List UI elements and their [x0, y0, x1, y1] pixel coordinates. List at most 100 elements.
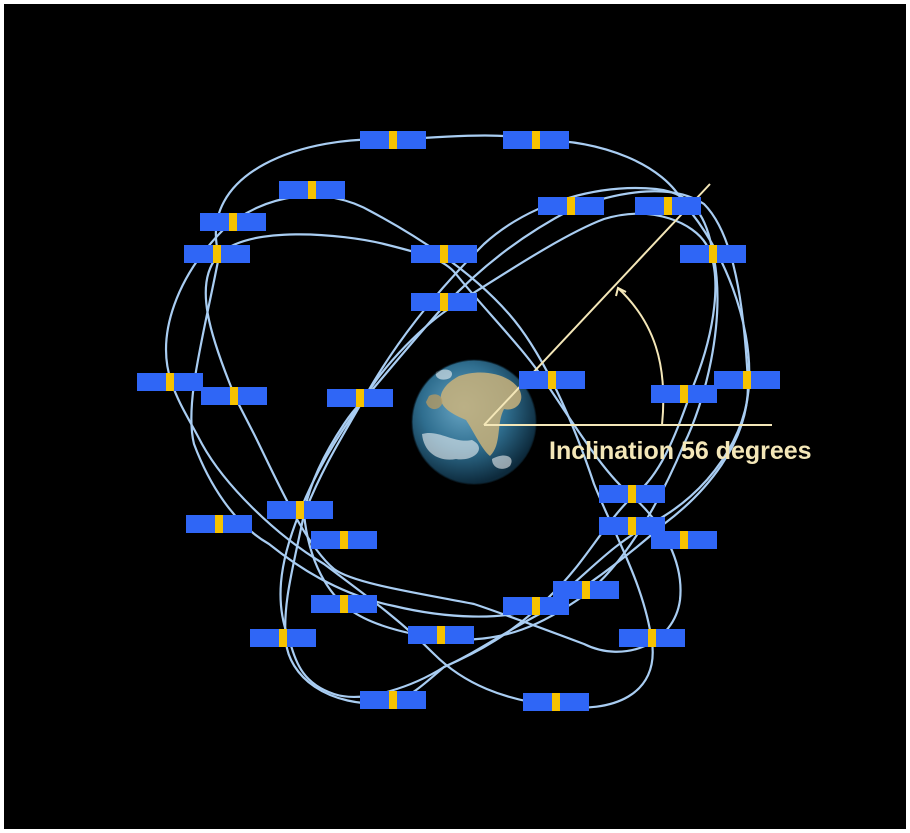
satellite-body	[296, 501, 304, 519]
satellite-solar-panel-left	[519, 371, 548, 389]
satellite-solar-panel-right	[751, 371, 780, 389]
earth-clouds	[422, 369, 512, 469]
satellite-body	[308, 181, 316, 199]
satellite-body	[215, 515, 223, 533]
constellation-diagram	[137, 131, 780, 711]
inclination-caption: Inclination 56 degrees	[549, 437, 812, 465]
satellite-solar-panel-left	[279, 181, 308, 199]
satellite-solar-panel-left	[408, 626, 437, 644]
satellite-solar-panel-left	[360, 131, 389, 149]
satellite-body	[743, 371, 751, 389]
satellite-solar-panel-left	[503, 131, 532, 149]
satellite-solar-panel-right	[575, 197, 604, 215]
satellite-solar-panel-left	[186, 515, 215, 533]
satellite-solar-panel-right	[656, 629, 685, 647]
satellite-solar-panel-right	[237, 213, 266, 231]
satellite-body	[567, 197, 575, 215]
satellite-solar-panel-left	[200, 213, 229, 231]
satellite-solar-panel-left	[311, 531, 340, 549]
satellite-solar-panel-right	[397, 691, 426, 709]
satellite-solar-panel-left	[599, 485, 628, 503]
satellite-solar-panel-right	[448, 293, 477, 311]
satellite-icon	[599, 517, 665, 535]
satellite-icon	[201, 387, 267, 405]
satellite-solar-panel-right	[221, 245, 250, 263]
satellite-solar-panel-left	[523, 693, 552, 711]
satellite-icon	[619, 629, 685, 647]
satellite-icon	[267, 501, 333, 519]
satellite-solar-panel-left	[680, 245, 709, 263]
satellite-body	[166, 373, 174, 391]
satellite-body	[664, 197, 672, 215]
satellite-body	[548, 371, 556, 389]
satellite-solar-panel-right	[672, 197, 701, 215]
satellite-solar-panel-left	[619, 629, 648, 647]
satellite-solar-panel-right	[636, 517, 665, 535]
satellite-icon	[651, 385, 717, 403]
earth-landmass-2	[426, 394, 443, 410]
satellite-solar-panel-right	[636, 485, 665, 503]
satellite-solar-panel-left	[538, 197, 567, 215]
satellite-body	[356, 389, 364, 407]
satellite-solar-panel-left	[250, 629, 279, 647]
satellite-icon	[599, 485, 665, 503]
satellite-body	[340, 595, 348, 613]
satellite-solar-panel-right	[287, 629, 316, 647]
satellite-solar-panel-left	[184, 245, 213, 263]
satellite-solar-panel-left	[635, 197, 664, 215]
satellite-solar-panel-left	[714, 371, 743, 389]
satellite-solar-panel-left	[327, 389, 356, 407]
satellite-icon	[360, 131, 426, 149]
satellite-body	[389, 691, 397, 709]
satellite-solar-panel-left	[651, 531, 680, 549]
satellite-icon	[635, 197, 701, 215]
satellite-icon	[327, 389, 393, 407]
satellite-solar-panel-left	[267, 501, 296, 519]
satellite-solar-panel-left	[360, 691, 389, 709]
satellite-body	[440, 245, 448, 263]
inclination-arc	[617, 287, 665, 426]
satellite-solar-panel-left	[137, 373, 166, 391]
satellite-solar-panel-right	[560, 693, 589, 711]
satellite-body	[628, 485, 636, 503]
satellite-solar-panel-right	[688, 385, 717, 403]
satellite-body	[628, 517, 636, 535]
satellite-body	[389, 131, 397, 149]
satellite-solar-panel-right	[348, 595, 377, 613]
satellite-solar-panel-left	[201, 387, 230, 405]
satellite-solar-panel-right	[304, 501, 333, 519]
satellite-icon	[519, 371, 585, 389]
satellite-solar-panel-left	[553, 581, 582, 599]
satellite-solar-panel-right	[316, 181, 345, 199]
satellite-solar-panel-right	[688, 531, 717, 549]
satellite-icon	[279, 181, 345, 199]
satellite-solar-panel-right	[556, 371, 585, 389]
satellite-icon	[360, 691, 426, 709]
satellite-icon	[137, 373, 203, 391]
satellite-body	[680, 531, 688, 549]
satellite-solar-panel-right	[590, 581, 619, 599]
satellite-icon	[553, 581, 619, 599]
satellite-body	[709, 245, 717, 263]
satellite-icon	[408, 626, 474, 644]
satellite-solar-panel-right	[448, 245, 477, 263]
satellite-body	[552, 693, 560, 711]
satellite-solar-panel-right	[238, 387, 267, 405]
satellite-solar-panel-left	[411, 293, 440, 311]
satellite-solar-panel-right	[223, 515, 252, 533]
satellite-body	[532, 131, 540, 149]
satellite-icon	[538, 197, 604, 215]
satellite-icon	[503, 131, 569, 149]
satellite-icon	[200, 213, 266, 231]
satellite-body	[440, 293, 448, 311]
satellite-solar-panel-left	[651, 385, 680, 403]
satellite-solar-panel-right	[348, 531, 377, 549]
satellite-solar-panel-right	[364, 389, 393, 407]
satellite-icon	[411, 293, 477, 311]
satellite-solar-panel-left	[599, 517, 628, 535]
satellite-solar-panel-right	[717, 245, 746, 263]
diagram-canvas: Inclination 56 degrees	[4, 4, 906, 829]
satellite-solar-panel-left	[411, 245, 440, 263]
satellite-body	[437, 626, 445, 644]
satellite-icon	[680, 245, 746, 263]
